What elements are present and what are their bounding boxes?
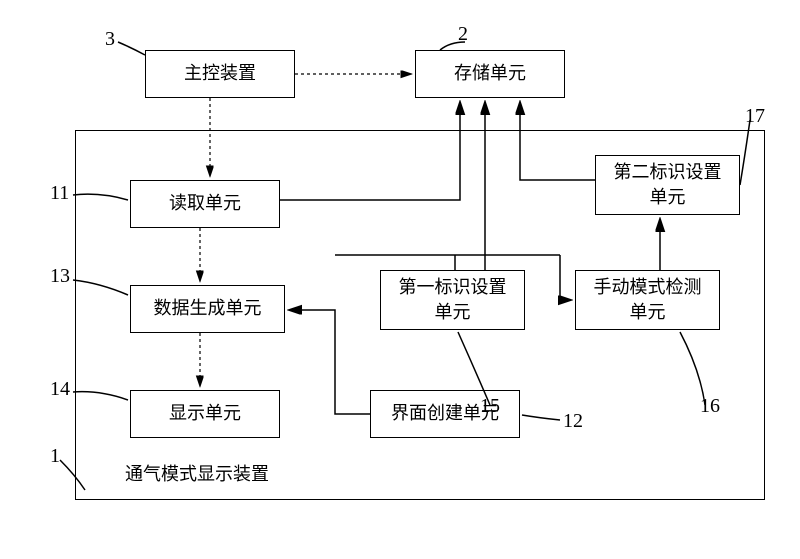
node-second-id: 第二标识设置 单元 (595, 155, 740, 215)
node-display-unit: 显示单元 (130, 390, 280, 438)
node-label: 第一标识设置 单元 (399, 275, 507, 325)
label-11: 11 (50, 182, 69, 205)
node-label: 第二标识设置 单元 (614, 160, 722, 210)
label-17: 17 (745, 105, 765, 128)
label-2: 2 (458, 23, 468, 46)
label-13: 13 (50, 265, 70, 288)
node-label: 主控装置 (184, 61, 256, 86)
label-15: 15 (480, 395, 500, 418)
label-1: 1 (50, 445, 60, 468)
node-label: 存储单元 (454, 61, 526, 86)
node-first-id: 第一标识设置 单元 (380, 270, 525, 330)
node-read-unit: 读取单元 (130, 180, 280, 228)
node-label: 手动模式检测 单元 (594, 275, 702, 325)
node-data-gen: 数据生成单元 (130, 285, 285, 333)
label-16: 16 (700, 395, 720, 418)
label-12: 12 (563, 410, 583, 433)
node-storage: 存储单元 (415, 50, 565, 98)
container-title: 通气模式显示装置 (125, 460, 269, 486)
node-manual-mode: 手动模式检测 单元 (575, 270, 720, 330)
node-label: 数据生成单元 (154, 296, 262, 321)
node-label: 读取单元 (169, 191, 241, 216)
label-14: 14 (50, 378, 70, 401)
node-main-control: 主控装置 (145, 50, 295, 98)
label-3: 3 (105, 28, 115, 51)
node-label: 显示单元 (169, 401, 241, 426)
